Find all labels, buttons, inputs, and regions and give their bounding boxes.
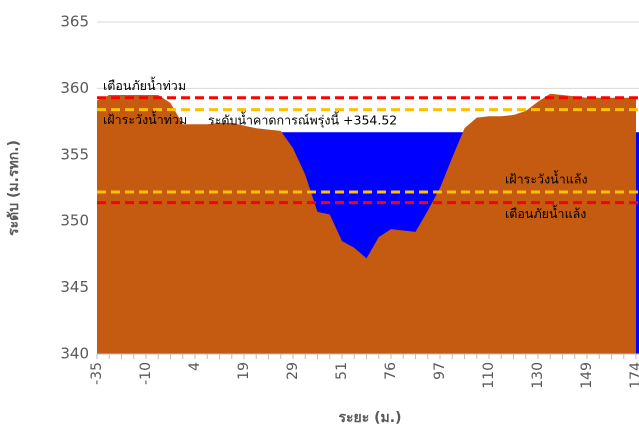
x-tick-label: 29 (285, 362, 301, 380)
x-tick-label: 19 (236, 362, 252, 380)
x-tick-label: 4 (187, 362, 203, 371)
y-tick-label: 350 (60, 212, 89, 230)
y-tick-label: 360 (60, 79, 89, 97)
x-tick-label: 110 (481, 362, 497, 389)
x-tick-label: -10 (138, 362, 154, 385)
x-tick-label: 149 (579, 362, 595, 389)
x-tick-label: 51 (334, 362, 350, 380)
reference-label: เฝ้าระวังน้ำแล้ง (505, 169, 588, 186)
x-tick-label: -35 (89, 362, 105, 385)
y-axis-title: ระดับ (ม.รทก.) (6, 140, 22, 236)
x-axis-title: ระยะ (ม.) (339, 410, 402, 426)
water-annotation: ระดับน้ำคาดการณ์พรุ่งนี้ +354.52 (208, 111, 397, 129)
reference-label: เตือนภัยน้ำท่วม (103, 76, 186, 93)
terrain-area (97, 93, 636, 354)
y-tick-label: 365 (60, 13, 89, 31)
x-tick-label: 76 (383, 362, 399, 380)
reference-label: เฝ้าระวังน้ำท่วม (103, 110, 187, 127)
reference-label: เตือนภัยน้ำแล้ง (505, 204, 586, 221)
y-tick-label: 345 (60, 278, 89, 296)
x-tick-label: 97 (432, 362, 448, 380)
x-tick-label: 130 (530, 362, 546, 389)
y-tick-label: 340 (60, 345, 89, 363)
x-tick-label: 174 (628, 362, 639, 389)
y-tick-label: 355 (60, 145, 89, 163)
